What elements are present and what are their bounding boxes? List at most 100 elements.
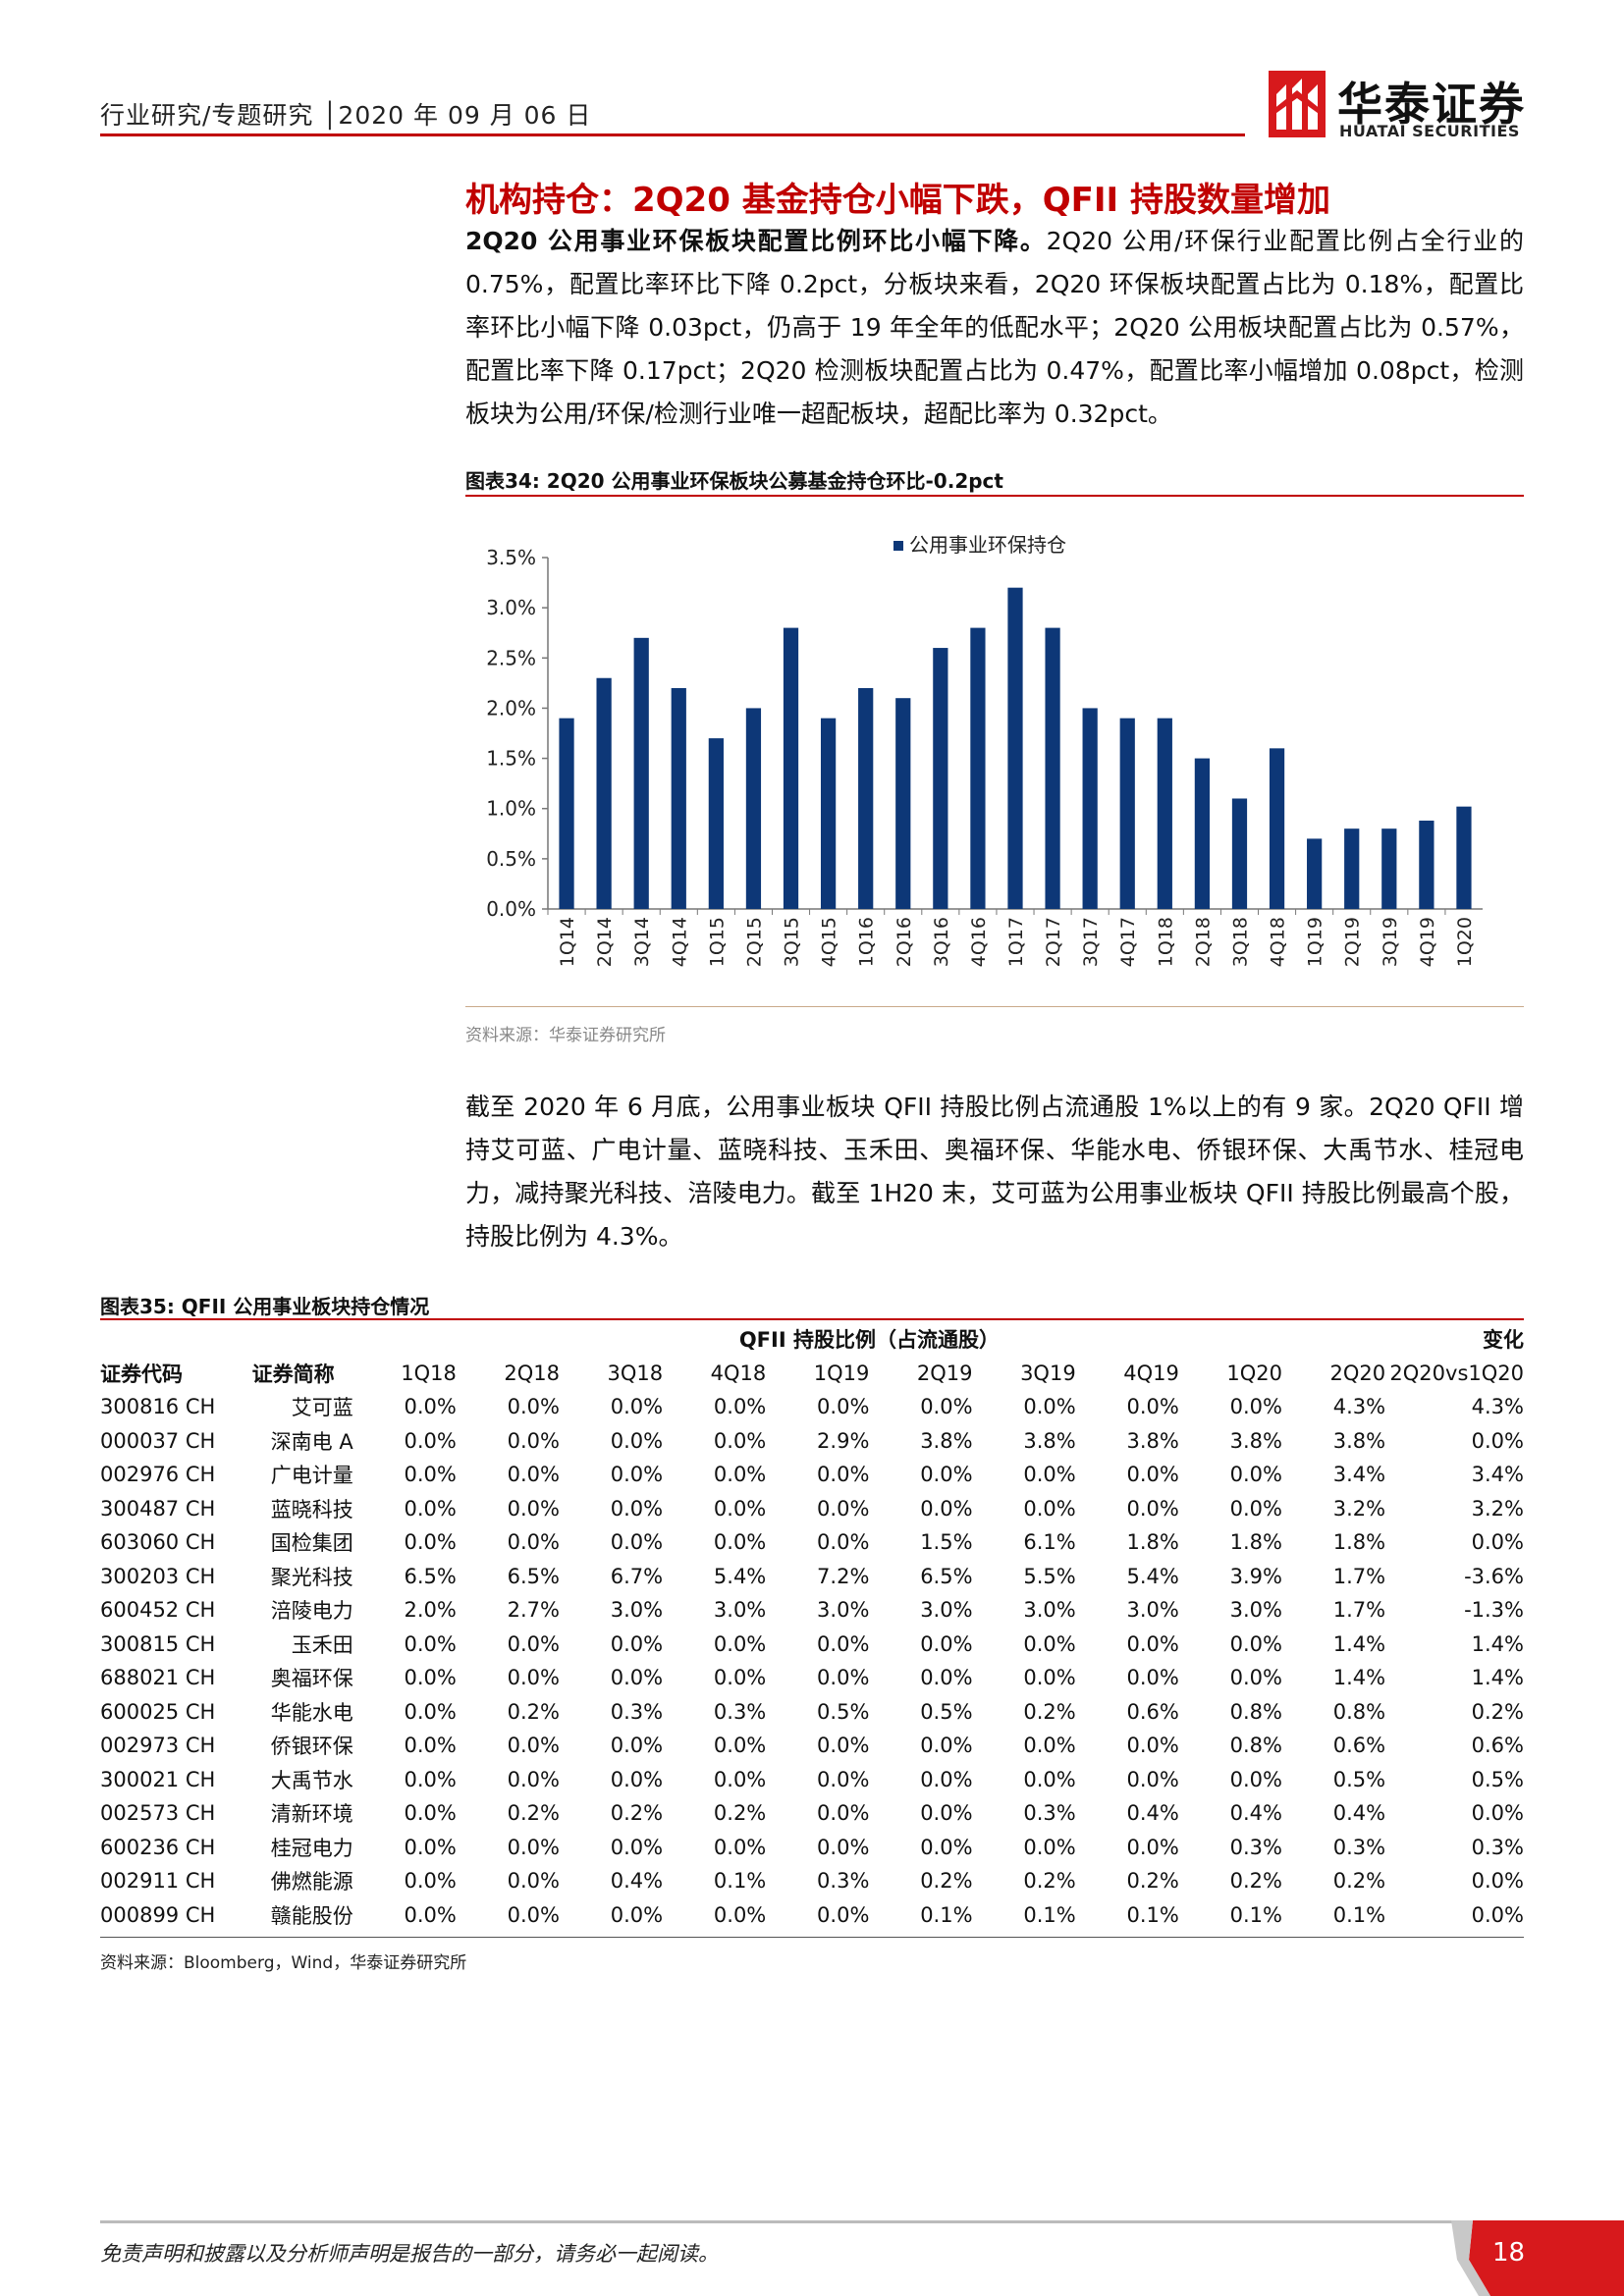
cell-value: 1.5% [920, 1530, 973, 1555]
column-header: 2Q20vs1Q20 [1389, 1361, 1524, 1385]
bar-3Q18 [1231, 798, 1248, 909]
cell-value: 0.0% [610, 1902, 664, 1927]
cell-value: 3.8% [1229, 1428, 1282, 1453]
cell-value: 3.0% [713, 1598, 767, 1623]
table-35-rule [100, 1318, 1524, 1320]
bar-2Q14 [596, 677, 612, 909]
cell-code: 600452 CH [100, 1598, 216, 1623]
bar-4Q19 [1419, 820, 1435, 909]
cell-value: 0.0% [610, 1530, 664, 1555]
fund-holding-bar-chart: 0.0% 0.5% 1.0% 1.5% 2.0% 2.5% 3.0% 3.5% 1Q14 2Q14… [486, 533, 1483, 967]
y-tick-label: 3.5% [486, 546, 536, 569]
footer-rule [100, 2220, 1455, 2223]
cell-value: 2.7% [507, 1598, 560, 1623]
cell-value: 0.0% [404, 1767, 457, 1791]
cell-value: 0.0% [1023, 1631, 1076, 1656]
x-tick-label: 4Q18 [1268, 917, 1289, 967]
x-tick-label: 1Q20 [1454, 917, 1476, 967]
cell-value: 0.1% [1023, 1902, 1076, 1927]
cell-value: 0.0% [1229, 1395, 1282, 1419]
cell-code: 300021 CH [100, 1767, 216, 1791]
x-tick-label: 3Q19 [1380, 917, 1401, 967]
cell-value: 0.0% [1471, 1902, 1524, 1927]
column-header: 2Q20 [1329, 1361, 1386, 1385]
cell-value: 0.2% [610, 1801, 664, 1826]
logo-wordmark-cn: 华泰证券 [1337, 78, 1526, 131]
cell-value: 0.0% [817, 1902, 870, 1927]
cell-value: 0.0% [920, 1631, 973, 1656]
cell-value: 0.2% [920, 1869, 973, 1894]
cell-value: 0.0% [404, 1463, 457, 1487]
bar-2Q15 [745, 708, 762, 909]
figure-34-bottom-rule [465, 1006, 1524, 1007]
cell-value: 0.0% [404, 1869, 457, 1894]
cell-name: 赣能股份 [270, 1903, 353, 1928]
bar-1Q18 [1157, 718, 1172, 909]
logo-wordmark-en: HUATAI SECURITIES [1339, 122, 1520, 140]
x-tick-label: 2Q18 [1192, 917, 1214, 967]
cell-value: 0.0% [610, 1395, 664, 1419]
cell-value: 0.0% [404, 1395, 457, 1419]
cell-value: 0.0% [1126, 1734, 1179, 1758]
cell-value: 0.0% [507, 1496, 560, 1521]
group-header-qfii: QFII 持股比例（占流通股） [738, 1328, 1000, 1353]
cell-value: 0.1% [713, 1869, 767, 1894]
cell-value: 3.8% [1126, 1428, 1179, 1453]
cell-value: 0.0% [610, 1666, 664, 1690]
cell-value: 0.0% [817, 1734, 870, 1758]
cell-value: 0.8% [1229, 1699, 1282, 1724]
cell-value: 0.0% [1126, 1395, 1179, 1419]
cell-value: 3.4% [1471, 1463, 1524, 1487]
cell-value: 2.9% [817, 1428, 870, 1453]
x-tick-label: 1Q17 [1005, 917, 1027, 967]
cell-code: 002573 CH [100, 1801, 216, 1826]
cell-value: 0.1% [920, 1902, 973, 1927]
bar-2Q19 [1344, 828, 1360, 909]
column-header: 1Q19 [813, 1361, 870, 1385]
column-header: 证券简称 [251, 1362, 335, 1386]
cell-value: 0.0% [817, 1496, 870, 1521]
cell-value: 0.0% [817, 1767, 870, 1791]
cell-value: 1.8% [1229, 1530, 1282, 1555]
table-row: 688021 CH 奥福环保 0.0% 0.0% 0.0% 0.0% 0.0% 0.0% 0.0… [100, 1661, 1524, 1695]
cell-value: 0.0% [507, 1428, 560, 1453]
cell-value: 0.4% [1126, 1801, 1179, 1826]
cell-value: 0.1% [1126, 1902, 1179, 1927]
x-tick-label: 4Q15 [819, 917, 840, 967]
table-row: 002973 CH 侨银环保 0.0% 0.0% 0.0% 0.0% 0.0% 0.0% 0.0… [100, 1729, 1524, 1763]
cell-value: 0.0% [507, 1734, 560, 1758]
cell-value: 0.0% [1229, 1463, 1282, 1487]
column-header: 1Q18 [401, 1361, 457, 1385]
cell-value: 0.0% [404, 1666, 457, 1690]
cell-value: 0.1% [1332, 1902, 1386, 1927]
cell-value: 6.5% [404, 1564, 457, 1588]
cell-value: 0.0% [1023, 1395, 1076, 1419]
cell-value: 0.0% [507, 1631, 560, 1656]
cell-value: 3.0% [610, 1598, 664, 1623]
cell-value: 0.0% [1229, 1767, 1282, 1791]
cell-value: 0.0% [1023, 1767, 1076, 1791]
table-35-title: 图表35: QFII 公用事业板块持仓情况 [100, 1295, 430, 1318]
cell-value: 0.4% [1332, 1801, 1386, 1826]
cell-value: 0.0% [920, 1767, 973, 1791]
table-row: 600452 CH 涪陵电力 2.0% 2.7% 3.0% 3.0% 3.0% 3.0% 3.0… [100, 1593, 1524, 1628]
cell-name: 深南电 A [270, 1429, 353, 1454]
cell-value: -3.6% [1464, 1564, 1524, 1588]
x-tick-label: 1Q16 [856, 917, 878, 967]
cell-value: 0.6% [1126, 1699, 1179, 1724]
cell-value: 0.0% [404, 1801, 457, 1826]
cell-name: 华能水电 [270, 1700, 353, 1725]
cell-name: 聚光科技 [270, 1565, 353, 1589]
table-row: 600236 CH 桂冠电力 0.0% 0.0% 0.0% 0.0% 0.0% 0.0% 0.0… [100, 1831, 1524, 1865]
legend-swatch [893, 541, 903, 551]
table-35-source: 资料来源：Bloomberg，Wind，华泰证券研究所 [100, 1953, 467, 1973]
cell-value: 0.0% [1126, 1496, 1179, 1521]
bar-4Q15 [820, 718, 837, 909]
bar-1Q20 [1456, 806, 1472, 909]
cell-value: 0.3% [610, 1699, 664, 1724]
cell-value: 3.9% [1229, 1564, 1282, 1588]
bar-1Q19 [1307, 838, 1323, 909]
cell-value: 0.0% [920, 1835, 973, 1859]
y-tick-label: 0.5% [486, 847, 536, 871]
cell-value: 0.0% [1471, 1428, 1524, 1453]
